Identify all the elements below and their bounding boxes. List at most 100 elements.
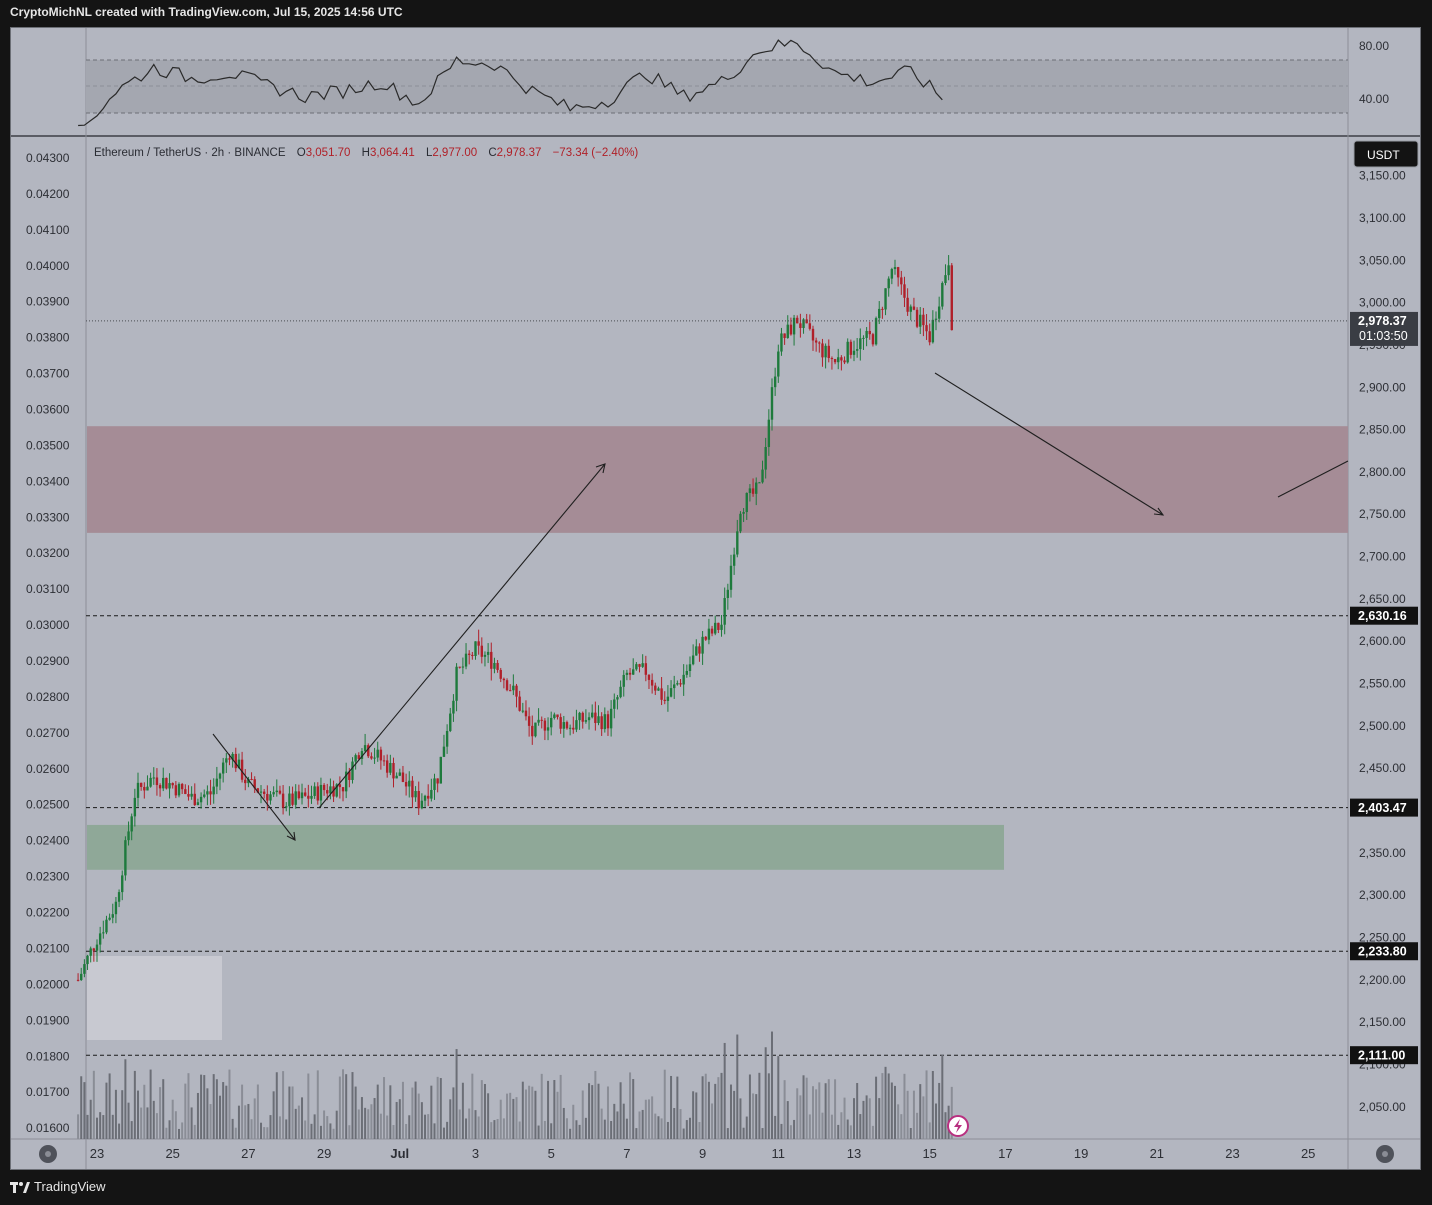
candle-body <box>190 793 193 797</box>
volume-bar <box>461 1082 464 1139</box>
candle-body <box>206 791 209 795</box>
candle-body <box>868 330 871 335</box>
time-axis[interactable]: 23 25 27 29 Jul 3 5 7 9 11 13 15 17 19 21 23 25 <box>90 1146 1316 1161</box>
volume-bar <box>146 1107 149 1139</box>
volume-bar <box>96 1117 98 1139</box>
volume-bar <box>856 1083 859 1139</box>
candle-body <box>335 784 338 797</box>
volume-bar <box>133 1070 136 1139</box>
volume-bar <box>509 1092 512 1139</box>
rsi-tick-label: 80.00 <box>1359 39 1389 53</box>
ratio-tick-label: 0.02900 <box>26 654 70 668</box>
volume-bar <box>342 1069 345 1139</box>
volume-bar <box>474 1110 477 1139</box>
volume-bar <box>304 1120 307 1139</box>
volume-bar <box>944 1112 947 1139</box>
candle-body <box>404 781 408 787</box>
volume-bar <box>490 1122 493 1139</box>
legend-high-label: H <box>362 147 370 159</box>
circle-settings-icon[interactable] <box>39 1145 57 1163</box>
volume-bar <box>278 1116 281 1139</box>
candle-body <box>108 917 111 920</box>
candle-body <box>278 790 282 794</box>
volume-bar <box>411 1087 414 1139</box>
candle-body <box>247 778 250 784</box>
volume-bar <box>241 1084 244 1139</box>
rsi-pane[interactable]: 80.00 40.00 <box>78 39 1389 127</box>
legend-low-value: 2,977.00 <box>432 147 477 159</box>
chart-background <box>11 28 1420 1169</box>
candle-body <box>89 948 92 956</box>
volume-bar <box>297 1105 300 1139</box>
ratio-tick-label: 0.02100 <box>26 941 70 955</box>
candle-body <box>76 979 80 981</box>
volume-bar <box>783 1080 786 1139</box>
volume-bar <box>487 1093 490 1139</box>
volume-bar <box>695 1092 698 1139</box>
volume-bar <box>799 1095 802 1139</box>
price-tick-label: 2,050.00 <box>1359 1100 1406 1114</box>
lightning-icon[interactable] <box>947 1115 969 1137</box>
candle-body <box>139 782 143 787</box>
candle-body <box>458 666 461 668</box>
price-chart[interactable]: 80.00 40.00 3,150.00 3,100.00 3,050.00 3,00… <box>11 28 1420 1169</box>
left-ratio-axis[interactable]: 0.04300 0.04200 0.04100 0.04000 0.03900 0.038… <box>26 151 70 1135</box>
volume-bar <box>376 1084 379 1139</box>
candle-body <box>773 376 777 388</box>
volume-bar <box>430 1085 433 1139</box>
currency-badge[interactable]: USDT <box>1353 140 1419 168</box>
volume-bar <box>663 1069 666 1139</box>
volume-bar <box>572 1104 575 1139</box>
volume-bar <box>209 1104 212 1139</box>
volume-bar <box>174 1111 177 1139</box>
volume-bar <box>502 1118 505 1139</box>
chart-frame: 80.00 40.00 3,150.00 3,100.00 3,050.00 3,00… <box>10 27 1421 1170</box>
volume-bar <box>629 1072 632 1139</box>
candle-body <box>417 790 420 809</box>
price-tick-label: 2,250.00 <box>1359 931 1406 945</box>
volume-bar <box>802 1075 805 1139</box>
volume-bar <box>329 1123 332 1139</box>
volume-bar <box>578 1124 581 1139</box>
ratio-tick-label: 0.04000 <box>26 259 70 273</box>
candle-body <box>354 755 357 762</box>
candle-body <box>83 964 86 974</box>
candle-body <box>587 717 591 721</box>
candle-body <box>669 688 673 697</box>
volume-bar <box>931 1070 934 1139</box>
candle-body <box>688 664 692 671</box>
candle-body <box>250 778 253 780</box>
volume-bar <box>878 1098 881 1139</box>
candle-body <box>508 690 512 692</box>
ratio-tick-label: 0.02200 <box>26 906 70 920</box>
volume-bar <box>480 1080 483 1139</box>
volume-bar <box>666 1121 669 1139</box>
candle-body <box>357 755 360 759</box>
candle-body <box>682 674 685 685</box>
ratio-tick-label: 0.03700 <box>26 367 70 381</box>
candle-body <box>726 589 730 599</box>
price-tick-label: 2,300.00 <box>1359 888 1406 902</box>
candle-body <box>622 674 625 687</box>
volume-bar <box>263 1127 266 1139</box>
candle-body <box>546 727 550 731</box>
volume-bar <box>105 1082 108 1139</box>
circle-settings-icon[interactable] <box>1376 1145 1394 1163</box>
volume-bar <box>171 1099 174 1139</box>
volume-bar <box>357 1109 360 1139</box>
candle-body <box>739 513 742 532</box>
volume-bar <box>121 1090 124 1139</box>
candle-body <box>262 791 266 794</box>
volume-bar <box>723 1042 726 1139</box>
volume-bar <box>729 1084 732 1139</box>
candle-body <box>493 662 496 669</box>
ratio-tick-label: 0.01700 <box>26 1085 70 1099</box>
candle-body <box>802 319 805 329</box>
candle-body <box>467 653 471 655</box>
volume-bar <box>748 1074 751 1139</box>
candle-body <box>196 802 200 806</box>
volume-bar <box>256 1084 259 1139</box>
price-tick-label: 2,850.00 <box>1359 423 1406 437</box>
volume-bar <box>745 1116 748 1139</box>
ratio-tick-label: 0.01600 <box>26 1121 70 1135</box>
